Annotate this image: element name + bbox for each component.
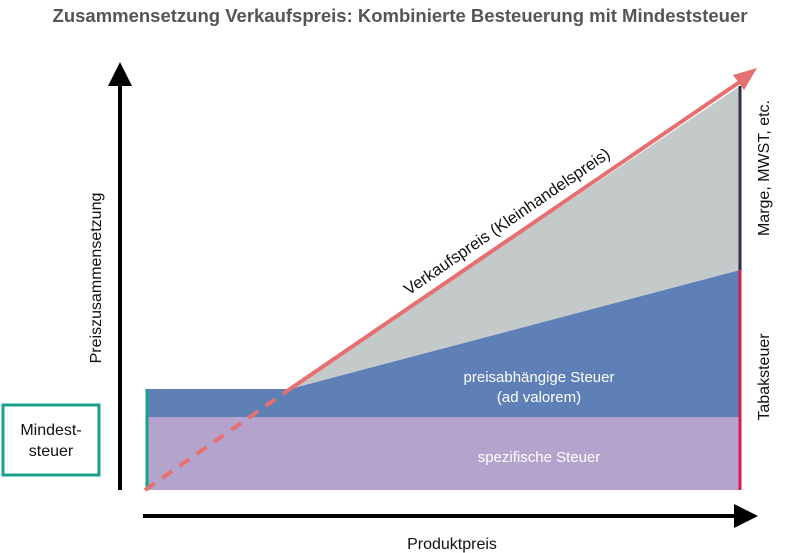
ad-valorem-label-line2: (ad valorem): [497, 389, 581, 406]
ad-valorem-tax-area: [148, 270, 740, 417]
minimum-tax-label-line1: Mindest-: [20, 422, 81, 439]
minimum-tax-label-line2: steuer: [29, 443, 74, 460]
minimum-tax-box: [1, 403, 101, 477]
y-axis-label: Preiszusammensetzung: [88, 193, 105, 364]
specific-tax-label: spezifische Steuer: [478, 449, 601, 466]
tobacco-tax-label: Tabaksteuer: [756, 333, 773, 421]
margin-label: Marge, MWST, etc.: [756, 100, 773, 236]
diagram-title: Zusammensetzung Verkaufspreis: Kombinier…: [53, 5, 748, 26]
price-line-dashed: [143, 387, 292, 492]
x-axis-label: Produktpreis: [407, 536, 497, 553]
price-line: [288, 77, 746, 391]
ad-valorem-label-line1: preisabhängige Steuer: [464, 369, 615, 386]
specific-tax-area: [148, 417, 740, 490]
price-line-arrowhead: [733, 68, 757, 90]
